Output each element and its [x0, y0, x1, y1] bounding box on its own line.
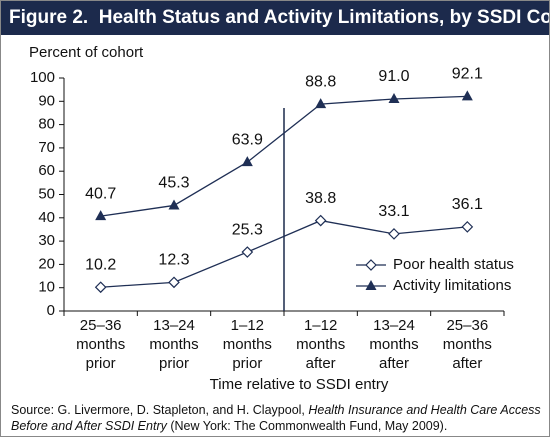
y-tick-label: 60	[38, 162, 55, 179]
x-tick-label: prior	[232, 355, 262, 372]
y-tick-label: 100	[30, 69, 55, 86]
marker	[365, 259, 377, 271]
x-tick-label: months	[149, 336, 198, 353]
marker	[388, 228, 400, 240]
marker	[94, 281, 107, 294]
source-title: Health Insurance and Health Care Access …	[11, 403, 541, 433]
y-tick-label: 30	[38, 232, 55, 249]
x-tick-label: 25–36	[446, 317, 488, 334]
x-tick-label: months	[296, 336, 345, 353]
y-tick-label: 80	[38, 116, 55, 133]
marker	[95, 210, 107, 221]
marker	[168, 276, 180, 289]
source-note: Source: G. Livermore, D. Stapleton, and …	[11, 402, 541, 434]
y-tick-label: 40	[38, 209, 55, 226]
x-tick-label: after	[306, 355, 336, 372]
x-tick-label: after	[379, 355, 409, 372]
y-tick-label: 0	[47, 302, 55, 319]
x-tick-label: months	[223, 336, 272, 353]
marker	[314, 214, 327, 227]
x-tick-label: months	[76, 336, 125, 353]
x-axis-label: Time relative to SSDI entry	[210, 376, 389, 393]
source-text: (New York: The Commonwealth Fund, May 20…	[166, 419, 448, 433]
marker	[241, 246, 254, 258]
marker	[241, 156, 253, 167]
x-tick-label: months	[443, 336, 492, 353]
data-label: 12.3	[158, 252, 189, 269]
data-label: 88.8	[305, 73, 336, 90]
source-text: Source: G. Livermore, D. Stapleton, and …	[11, 403, 309, 417]
legend-label: Poor health status	[393, 256, 514, 273]
data-label: 25.3	[232, 221, 263, 238]
legend-label: Activity limitations	[393, 277, 511, 294]
data-label: 10.2	[85, 256, 116, 273]
data-label: 45.3	[158, 175, 189, 192]
marker	[168, 199, 180, 210]
marker	[388, 92, 400, 103]
marker	[315, 98, 327, 109]
data-label: 36.1	[452, 196, 483, 213]
data-label: 40.7	[85, 185, 116, 202]
x-tick-label: months	[369, 336, 418, 353]
y-tick-label: 10	[38, 279, 55, 296]
marker	[461, 90, 473, 101]
data-label: 33.1	[378, 203, 409, 220]
series-line	[100, 95, 468, 217]
marker	[461, 221, 474, 233]
data-label: 38.8	[305, 190, 336, 207]
x-tick-label: 1–12	[231, 317, 264, 334]
chart: Percent of cohort Time relative to SSDI …	[29, 44, 514, 393]
y-tick-label: 50	[38, 185, 55, 202]
y-tick-label: 20	[38, 255, 55, 272]
x-tick-label: 1–12	[304, 317, 337, 334]
x-tick-label: after	[452, 355, 482, 372]
y-tick-label: 70	[38, 139, 55, 156]
y-tick-label: 90	[38, 92, 55, 109]
chart-title: Figure 2. Health Status and Activity Lim…	[1, 1, 549, 35]
data-label: 63.9	[232, 131, 263, 148]
x-tick-label: prior	[159, 355, 189, 372]
data-label: 91.0	[378, 68, 409, 85]
data-label: 92.1	[452, 66, 483, 83]
x-tick-label: 25–36	[80, 317, 122, 334]
x-tick-label: prior	[86, 355, 116, 372]
x-tick-label: 13–24	[153, 317, 195, 334]
marker	[365, 280, 377, 290]
y-axis-label: Percent of cohort	[29, 44, 144, 61]
x-tick-label: 13–24	[373, 317, 415, 334]
series-line	[100, 219, 468, 288]
